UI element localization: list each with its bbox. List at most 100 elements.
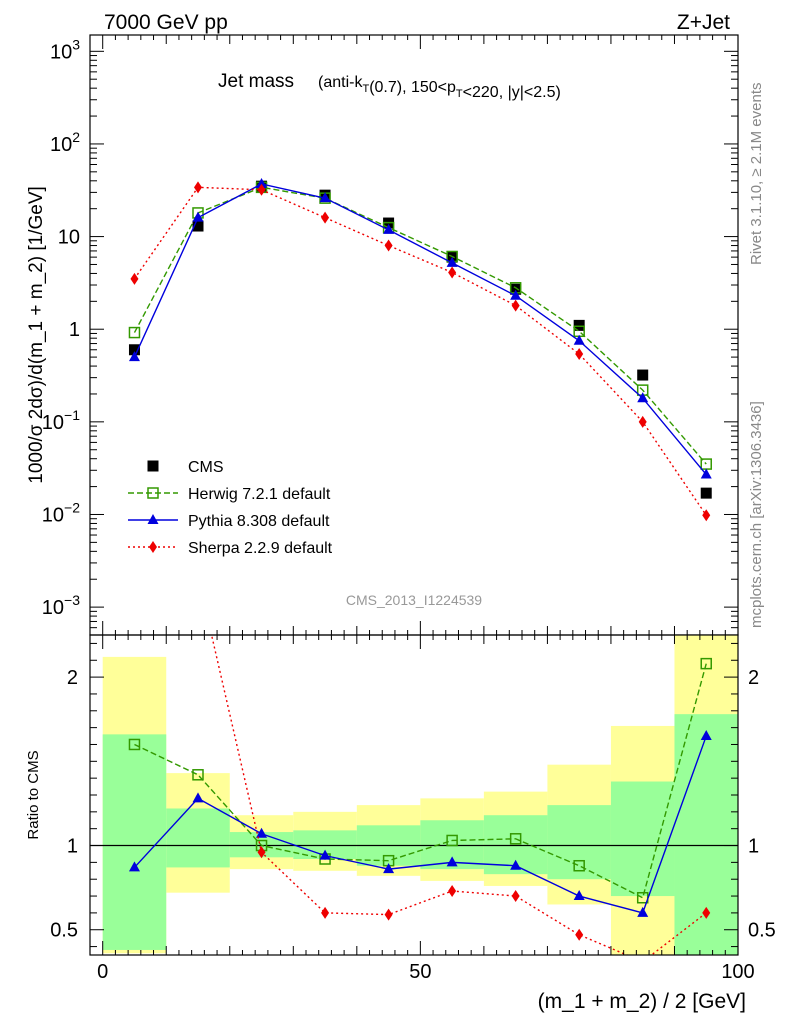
main-point-sherpa (511, 299, 520, 312)
ratio-y-tick-label-right: 1 (748, 836, 759, 858)
ratio-y-tick-label-right: 0.5 (748, 920, 776, 942)
main-point-pythia (637, 392, 649, 403)
main-point-sherpa (702, 509, 711, 522)
x-axis-label: (m_1 + m_2) / 2 [GeV] (538, 990, 746, 1013)
legend-label-pythia: Pythia 8.308 default (188, 513, 330, 530)
ratio-ylabel: Ratio to CMS (25, 750, 42, 839)
ratio-point-sherpa (194, 570, 202, 582)
ratio-band-green (102, 734, 167, 950)
legend-label-sherpa: Sherpa 2.2.9 default (188, 540, 333, 557)
ratio-point-sherpa (575, 928, 584, 941)
main-y-tick-label: 10−3 (42, 592, 80, 619)
main-line-sherpa (133, 186, 707, 516)
main-point-sherpa (257, 183, 266, 196)
main-y-tick-label: 102 (50, 129, 80, 156)
legend-marker-herwig (147, 487, 159, 499)
ratio-point-sherpa (639, 956, 647, 968)
plot-title-main: Jet mass (218, 71, 294, 92)
main-point-sherpa (384, 239, 393, 252)
main-y-tick-label: 1 (69, 319, 80, 341)
ratio-point-sherpa (321, 906, 330, 919)
ratio-point-herwig (700, 657, 712, 670)
main-point-pythia (446, 256, 458, 267)
ratio-point-pythia (637, 906, 649, 917)
main-point-pythia (383, 223, 395, 234)
ratio-band-green (547, 805, 611, 880)
legend-label-herwig: Herwig 7.2.1 default (188, 486, 331, 503)
legend-marker-sherpa (149, 541, 157, 553)
main-point-sherpa (321, 211, 330, 224)
legend-label-cms: CMS (188, 459, 224, 476)
main-point-herwig (128, 326, 141, 339)
ratio-band-green (610, 781, 675, 897)
main-ylabel: 1000/σ 2dσ)/d(m_1 + m_2) [1/GeV] (26, 186, 47, 484)
ratio-frame (89, 634, 739, 956)
main-point-pythia (319, 192, 331, 203)
legend-marker-cms (147, 460, 159, 472)
ratio-line-sherpa (210, 635, 707, 955)
ratio-point-pythia (128, 861, 140, 872)
ratio-y-tick-label: 1 (67, 836, 78, 858)
main-point-cms (637, 369, 649, 381)
main-point-sherpa (448, 266, 457, 279)
ratio-point-herwig (446, 834, 458, 847)
main-line-herwig (133, 186, 707, 465)
header-process: Z+Jet (677, 11, 730, 34)
main-point-pythia (128, 351, 140, 362)
ratio-y-tick-label: 2 (67, 667, 78, 689)
main-y-tick-label: 10−1 (42, 407, 80, 434)
main-point-sherpa (575, 348, 584, 361)
main-y-tick-label: 10 (58, 227, 80, 249)
ratio-line-herwig (134, 663, 707, 899)
main-point-pythia (510, 289, 522, 300)
main-point-pythia (192, 211, 204, 222)
x-tick-label: 50 (409, 961, 431, 983)
main-point-cms (192, 220, 204, 232)
ratio-panel: 0.5 0.5 1 1 2 2 Ratio to CMS 0 50 100 (m_1 + m_… (25, 570, 776, 1013)
ratio-point-herwig (573, 859, 585, 872)
ratio-point-pythia (192, 792, 204, 803)
ratio-point-pythia (510, 859, 522, 870)
main-y-tick-label: 10−2 (42, 499, 80, 526)
ratio-point-sherpa (448, 885, 457, 897)
plot-subtitle: (anti-kT(0.7), 150<pT<220, |y|<2.5) (318, 74, 561, 101)
ratio-y-tick-label-right: 2 (748, 667, 759, 689)
main-point-cms (510, 283, 522, 295)
ratio-point-herwig (509, 833, 522, 845)
rivet-version: Rivet 3.1.10, ≥ 2.1M events (748, 83, 765, 266)
legend: CMS Herwig 7.2.1 default Pythia 8.308 defa… (128, 459, 333, 557)
ratio-point-pythia (573, 890, 585, 901)
main-point-cms (128, 344, 140, 356)
ratio-point-pythia (256, 827, 268, 838)
ratio-point-sherpa (702, 906, 711, 919)
ratio-point-pythia (319, 849, 331, 860)
main-point-sherpa (130, 272, 139, 285)
x-tick-label: 100 (721, 961, 754, 983)
ratio-point-herwig (128, 738, 141, 751)
main-point-cms (573, 319, 585, 331)
plot-title: Jet mass (218, 71, 294, 92)
main-y-tick-label: 103 (50, 36, 80, 63)
ratio-line-pythia (133, 735, 707, 914)
ratio-point-pythia (383, 863, 395, 874)
ratio-point-sherpa (511, 890, 520, 903)
ratio-point-herwig (192, 769, 204, 781)
ratio-point-pythia (700, 730, 712, 741)
main-point-pythia (256, 177, 268, 188)
mcplots-reference: mcplots.cern.ch [arXiv:1306.3436] (748, 401, 765, 628)
x-tick-label: 0 (97, 961, 108, 983)
ratio-band-green (674, 714, 738, 955)
main-point-sherpa (638, 415, 647, 428)
ratio-point-pythia (446, 856, 458, 867)
ratio-point-sherpa (257, 846, 266, 859)
main-line-pythia (133, 183, 707, 475)
ratio-point-sherpa (384, 908, 393, 921)
main-point-sherpa (194, 181, 202, 194)
ratio-band-green (166, 808, 230, 868)
main-point-pythia (700, 468, 712, 479)
ratio-y-tick-label: 0.5 (50, 920, 78, 942)
main-point-cms (700, 487, 712, 499)
main-point-pythia (573, 334, 585, 345)
